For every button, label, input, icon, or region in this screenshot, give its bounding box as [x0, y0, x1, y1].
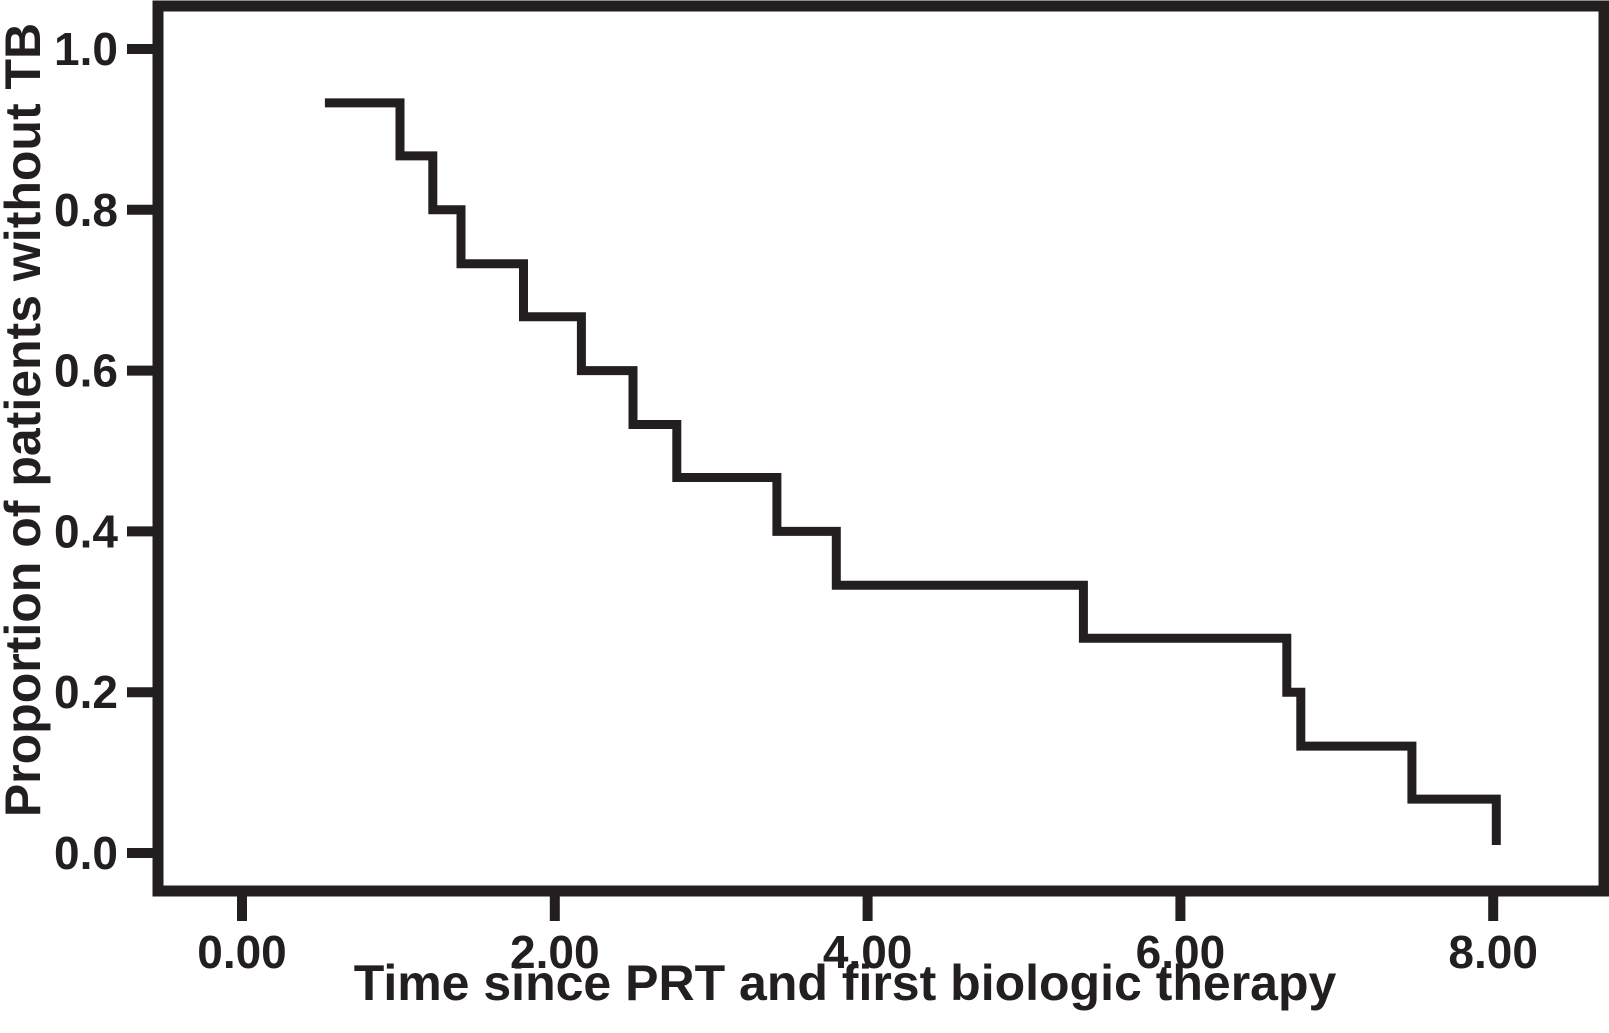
plot-frame [152, 0, 1609, 897]
x-tick-label: 4.00 [823, 926, 913, 978]
y-tick-label: 1.0 [54, 23, 118, 75]
y-tick-label: 0.6 [54, 345, 118, 397]
x-axis-ticks [237, 891, 1499, 921]
y-axis-ticks [127, 44, 157, 858]
km-curve [324, 98, 1501, 845]
y-tick-label: 0.2 [54, 666, 118, 718]
x-tick-label: 8.00 [1448, 926, 1538, 978]
y-axis-tick-labels: 0.0 0.2 0.4 0.6 0.8 1.0 [54, 23, 118, 879]
y-axis-title: Proportion of patients without TB [0, 23, 51, 817]
x-axis-title: Time since PRT and first biologic therap… [354, 955, 1337, 1011]
y-tick-label: 0.8 [54, 184, 118, 236]
x-axis-tick-labels: 0.00 2.00 4.00 6.00 8.00 [197, 926, 1538, 978]
y-tick-label: 0.4 [54, 505, 118, 557]
y-tick-label: 0.0 [54, 827, 118, 879]
x-tick-label: 0.00 [197, 926, 287, 978]
x-tick-label: 2.00 [510, 926, 600, 978]
x-tick-label: 6.00 [1136, 926, 1226, 978]
